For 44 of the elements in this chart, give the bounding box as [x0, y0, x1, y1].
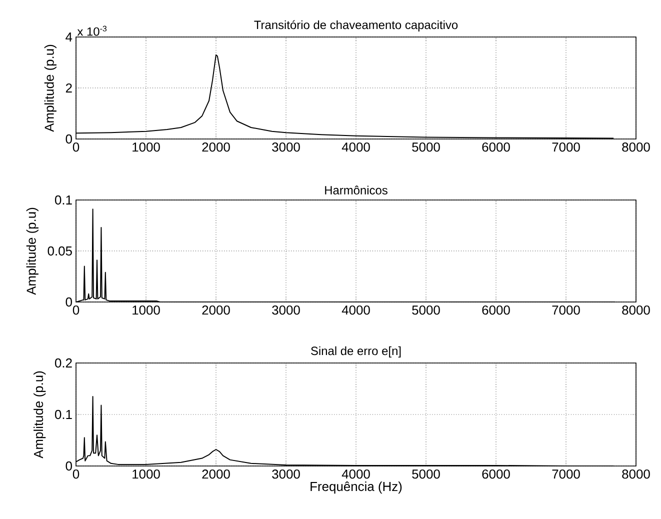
- x-tick-label: 7000: [552, 470, 580, 479]
- x-tick-label: 2000: [202, 306, 230, 315]
- y-axis-title: Amplitude (p.u): [34, 371, 46, 458]
- x-tick-label: 2000: [202, 142, 230, 152]
- y-tick-label: 0.05: [48, 246, 72, 256]
- x-tick-label: 0: [72, 142, 80, 152]
- x-tick-label: 3000: [272, 306, 300, 315]
- x-tick-label: 6000: [482, 470, 510, 479]
- x-tick-label: 4000: [342, 142, 370, 152]
- x-tick-label: 0: [72, 470, 80, 479]
- x-tick-label: 0: [72, 306, 80, 315]
- y-tick-label: 2: [66, 83, 72, 93]
- chart-title: Sinal de erro e[n]: [311, 346, 401, 358]
- text: x 10$^{-3}$: [77, 26, 107, 36]
- y-tick-label: 0: [66, 134, 72, 144]
- x-tick-label: 8000: [622, 306, 650, 315]
- chart-title: Harmônicos: [325, 186, 388, 194]
- x-tick-label: 2000: [202, 470, 230, 479]
- y-tick-label: 0.1: [54, 195, 72, 205]
- x-tick-label: 7000: [552, 306, 580, 315]
- x-tick-label: 7000: [552, 142, 580, 152]
- x-axis-title: Frequência (Hz): [310, 482, 402, 494]
- y-tick-label: 0.1: [54, 410, 72, 420]
- x-tick-label: 5000: [412, 470, 440, 479]
- x-tick-label: 1000: [132, 142, 160, 152]
- x-tick-label: 8000: [622, 470, 650, 479]
- y-tick-label: 0: [66, 461, 72, 471]
- y-tick-label: 0: [66, 297, 72, 307]
- chart-title: Transitório de chaveamento capacitivo: [254, 20, 458, 32]
- x-tick-label: 5000: [412, 306, 440, 315]
- y-tick-label: 4: [66, 32, 72, 42]
- x-tick-label: 1000: [132, 470, 160, 479]
- x-tick-label: 1000: [132, 306, 160, 315]
- x-tick-label: 4000: [342, 470, 370, 479]
- x-tick-label: 3000: [272, 142, 300, 152]
- x-tick-label: 5000: [412, 142, 440, 152]
- x-tick-label: 6000: [482, 306, 510, 315]
- x-tick-label: 8000: [622, 142, 650, 152]
- y-tick-label: 0.2: [54, 358, 72, 368]
- x-tick-label: 4000: [342, 306, 370, 315]
- x-tick-label: 3000: [272, 470, 300, 479]
- y-axis-title: Amplitude (p.u): [44, 44, 56, 132]
- x-tick-label: 6000: [482, 142, 510, 152]
- y-axis-title: Amplitude (p.u): [26, 208, 38, 295]
